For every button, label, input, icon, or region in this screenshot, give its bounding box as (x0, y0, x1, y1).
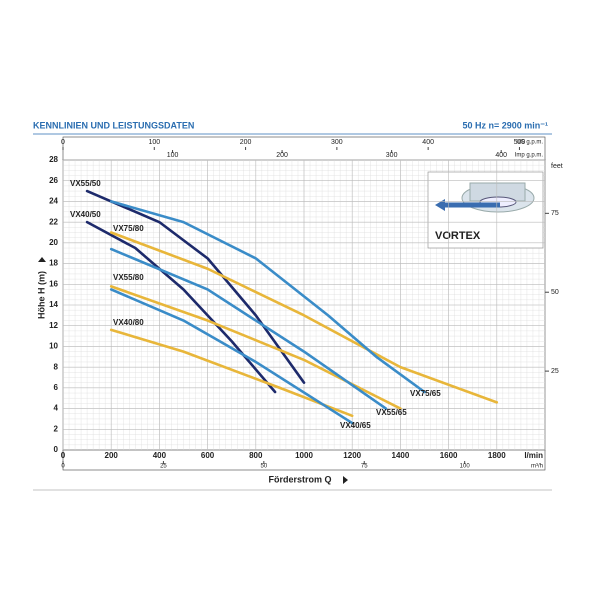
x3-tick-label: 300 (331, 139, 343, 146)
x-tick-label: 1000 (295, 451, 313, 460)
curve-label: VX55/80 (113, 273, 144, 282)
x-tick-label: 1400 (392, 451, 410, 460)
y-tick-label: 6 (54, 383, 59, 392)
x-tick-label: 1600 (440, 451, 458, 460)
y-tick-label: 12 (49, 321, 58, 330)
x4-tick-label: 200 (276, 152, 288, 159)
y-tick-label: 14 (49, 300, 58, 309)
curve-label: VX55/50 (70, 179, 101, 188)
curve (109, 328, 354, 418)
y-arrow (38, 257, 46, 262)
top-axis-frame (62, 136, 546, 161)
y-tick-label: 8 (54, 362, 59, 371)
y-tick-label: 10 (49, 342, 58, 351)
y-tick-label: 28 (49, 155, 58, 164)
curve-label: VX40/80 (113, 318, 144, 327)
y-tick-label: 0 (54, 445, 59, 454)
y2-unit: feet (551, 163, 563, 170)
y2-tick-label: 50 (551, 289, 559, 296)
x2-tick-label: 100 (460, 464, 471, 470)
x2-tick-label: 0 (61, 464, 65, 470)
y-axis-label: Höhe H (m) (36, 271, 46, 319)
x2-unit: m³/h (531, 464, 543, 470)
x2-tick-label: 50 (260, 464, 267, 470)
chart-title: KENNLINIEN UND LEISTUNGSDATEN (33, 120, 194, 130)
x3-tick-label: 0 (61, 139, 65, 146)
y2-tick-label: 25 (551, 368, 559, 375)
y-tick-label: 16 (49, 279, 58, 288)
inset-label: VORTEX (435, 230, 481, 242)
x3-tick-label: 500 (514, 139, 526, 146)
curve-label: VX75/65 (410, 389, 441, 398)
x-arrow (343, 476, 348, 484)
flow-arrowhead (435, 199, 445, 211)
y-tick-label: 20 (49, 238, 58, 247)
curve (109, 247, 388, 410)
x-tick-label: 1800 (488, 451, 506, 460)
curve (109, 231, 499, 404)
x4-tick-label: 100 (167, 152, 179, 159)
inset: VORTEX (427, 171, 544, 249)
y-tick-label: 4 (54, 404, 59, 413)
x-axis-label: Förderstrom Q (268, 474, 331, 484)
x4-tick-label: 300 (386, 152, 398, 159)
x4-unit: Imp g.p.m. (515, 153, 544, 159)
curve-label: VX75/80 (113, 224, 144, 233)
x-tick-label: 200 (105, 451, 119, 460)
curve (85, 189, 306, 384)
y-tick-label: 24 (49, 197, 58, 206)
x3-unit: US g.p.m. (516, 140, 543, 146)
curve (109, 200, 426, 394)
x2-tick-label: 25 (160, 464, 167, 470)
x4-tick-label: 400 (495, 152, 507, 159)
x-tick-label: 600 (201, 451, 215, 460)
x-tick-label: 400 (153, 451, 167, 460)
curve (85, 220, 277, 394)
curve (109, 288, 354, 425)
curve-label: VX55/65 (376, 408, 407, 417)
y-tick-label: 26 (49, 176, 58, 185)
chart-subtitle: 50 Hz n= 2900 min⁻¹ (462, 120, 548, 130)
y2-tick-label: 75 (551, 210, 559, 217)
x3-tick-label: 200 (240, 139, 252, 146)
curve-label: VX40/65 (340, 421, 371, 430)
x-tick-label: 800 (249, 451, 263, 460)
x-tick-label: 1200 (343, 451, 361, 460)
y-tick-label: 2 (54, 424, 59, 433)
y-tick-label: 22 (49, 217, 58, 226)
x3-tick-label: 400 (422, 139, 434, 146)
x2-tick-label: 75 (361, 464, 368, 470)
x3-tick-label: 100 (148, 139, 160, 146)
curve-label: VX40/50 (70, 210, 101, 219)
x-tick-label: 0 (61, 451, 66, 460)
x-unit: l/min (524, 451, 543, 460)
y-tick-label: 18 (49, 259, 58, 268)
